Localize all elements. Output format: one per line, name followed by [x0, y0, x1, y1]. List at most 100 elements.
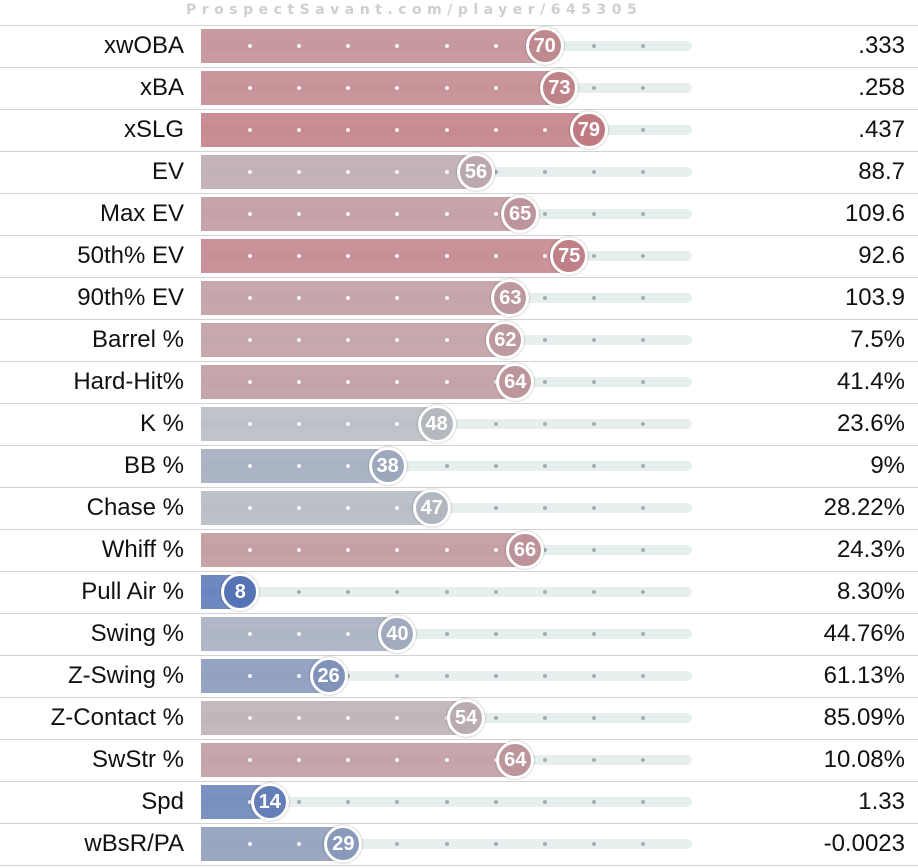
percentile-bar [201, 155, 476, 189]
tick-dot [444, 296, 449, 300]
tick-dot [493, 128, 498, 132]
percentile-bar [201, 701, 467, 735]
stat-value: 1.33 [858, 788, 905, 815]
metric-label: Pull Air % [81, 578, 184, 605]
row-divider [0, 529, 918, 530]
tick-dot [640, 800, 645, 804]
percentile-badge: 64 [496, 741, 535, 779]
stat-value: 23.6% [836, 410, 905, 437]
tick-dot [297, 254, 302, 258]
tick-dot [444, 44, 449, 48]
stat-value: 92.6 [858, 242, 905, 269]
tick-dot [444, 338, 449, 342]
metric-label: Z-Contact % [50, 704, 184, 731]
tick-dot [640, 338, 645, 342]
stat-value: 7.5% [850, 326, 905, 353]
percentile-bar [201, 827, 344, 861]
row-divider [0, 151, 918, 152]
tick-dot [248, 422, 253, 426]
tick-dot [493, 674, 498, 678]
percentile-bar [201, 449, 388, 483]
tick-dot [248, 170, 253, 174]
metric-label: Chase % [86, 494, 184, 521]
tick-dot [591, 716, 596, 720]
tick-dot [395, 296, 400, 300]
tick-dot [248, 128, 253, 132]
tick-dot [248, 548, 253, 552]
tick-dot [297, 800, 302, 804]
stat-value: 103.9 [844, 284, 905, 311]
stat-value: 88.7 [858, 158, 905, 185]
tick-dot [346, 800, 351, 804]
tick-dot [346, 44, 351, 48]
tick-dot [346, 464, 351, 468]
tick-dot [444, 674, 449, 678]
percentile-badge: 29 [324, 825, 363, 863]
tick-dot [395, 128, 400, 132]
stat-value: 41.4% [836, 368, 905, 395]
percentile-badge: 63 [491, 279, 530, 317]
tick-dot [248, 254, 253, 258]
row-divider [0, 613, 918, 614]
row-divider [0, 25, 918, 26]
tick-dot [248, 338, 253, 342]
tick-dot [542, 506, 547, 510]
tick-dot [248, 464, 253, 468]
tick-dot [591, 674, 596, 678]
stat-value: 109.6 [844, 200, 905, 227]
tick-dot [346, 170, 351, 174]
tick-dot [248, 506, 253, 510]
percentile-badge: 66 [506, 531, 545, 569]
percentile-badge: 14 [250, 783, 289, 821]
tick-dot [640, 716, 645, 720]
tick-dot [395, 674, 400, 678]
tick-dot [346, 254, 351, 258]
tick-dot [542, 674, 547, 678]
row-divider [0, 445, 918, 446]
metric-label: BB % [123, 452, 184, 479]
metric-label: xSLG [123, 116, 184, 143]
stat-value: 9% [870, 452, 905, 479]
tick-dot [248, 212, 253, 216]
stat-value: 8.30% [836, 578, 905, 605]
tick-dot [542, 632, 547, 636]
tick-dot [395, 422, 400, 426]
percentile-badge: 8 [221, 573, 260, 611]
tick-dot [444, 380, 449, 384]
percentile-bar [201, 197, 521, 231]
stat-value: 10.08% [823, 746, 905, 773]
tick-dot [346, 86, 351, 90]
tick-dot [591, 380, 596, 384]
percentile-bar [201, 365, 516, 399]
tick-dot [640, 632, 645, 636]
tick-dot [493, 716, 498, 720]
row-divider [0, 277, 918, 278]
tick-dot [297, 44, 302, 48]
stat-value: 61.13% [823, 662, 905, 689]
tick-dot [346, 338, 351, 342]
tick-dot [444, 758, 449, 762]
tick-dot [248, 800, 253, 804]
tick-dot [542, 170, 547, 174]
tick-dot [395, 254, 400, 258]
metric-label: 50th% EV [77, 242, 184, 269]
tick-dot [542, 548, 547, 552]
metric-label: Max EV [99, 200, 184, 227]
tick-dot [297, 212, 302, 216]
metric-label: 90th% EV [77, 284, 184, 311]
percentile-badge: 40 [378, 615, 417, 653]
percentile-bar [201, 71, 560, 105]
tick-dot [591, 422, 596, 426]
tick-dot [444, 464, 449, 468]
stat-value: 28.22% [823, 494, 905, 521]
tick-dot [444, 128, 449, 132]
tick-dot [346, 716, 351, 720]
percentile-bar [201, 113, 589, 147]
tick-dot [591, 254, 596, 258]
percentile-badge: 65 [501, 195, 540, 233]
row-divider [0, 781, 918, 782]
tick-dot [640, 758, 645, 762]
tick-dot [591, 296, 596, 300]
percentile-bar [201, 491, 432, 525]
tick-dot [297, 674, 302, 678]
